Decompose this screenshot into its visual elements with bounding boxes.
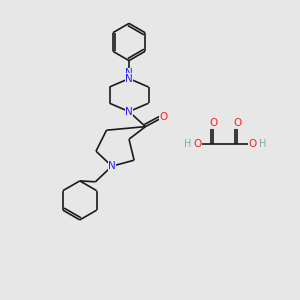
Text: O: O: [159, 112, 168, 122]
Text: O: O: [248, 139, 257, 149]
Text: N: N: [125, 74, 133, 84]
Text: O: O: [193, 139, 202, 149]
Text: N: N: [108, 161, 116, 171]
Text: N: N: [125, 106, 133, 117]
Text: N: N: [125, 68, 133, 78]
Text: H: H: [184, 139, 191, 149]
Text: O: O: [209, 118, 217, 128]
Text: H: H: [259, 139, 266, 149]
Text: O: O: [233, 118, 241, 128]
